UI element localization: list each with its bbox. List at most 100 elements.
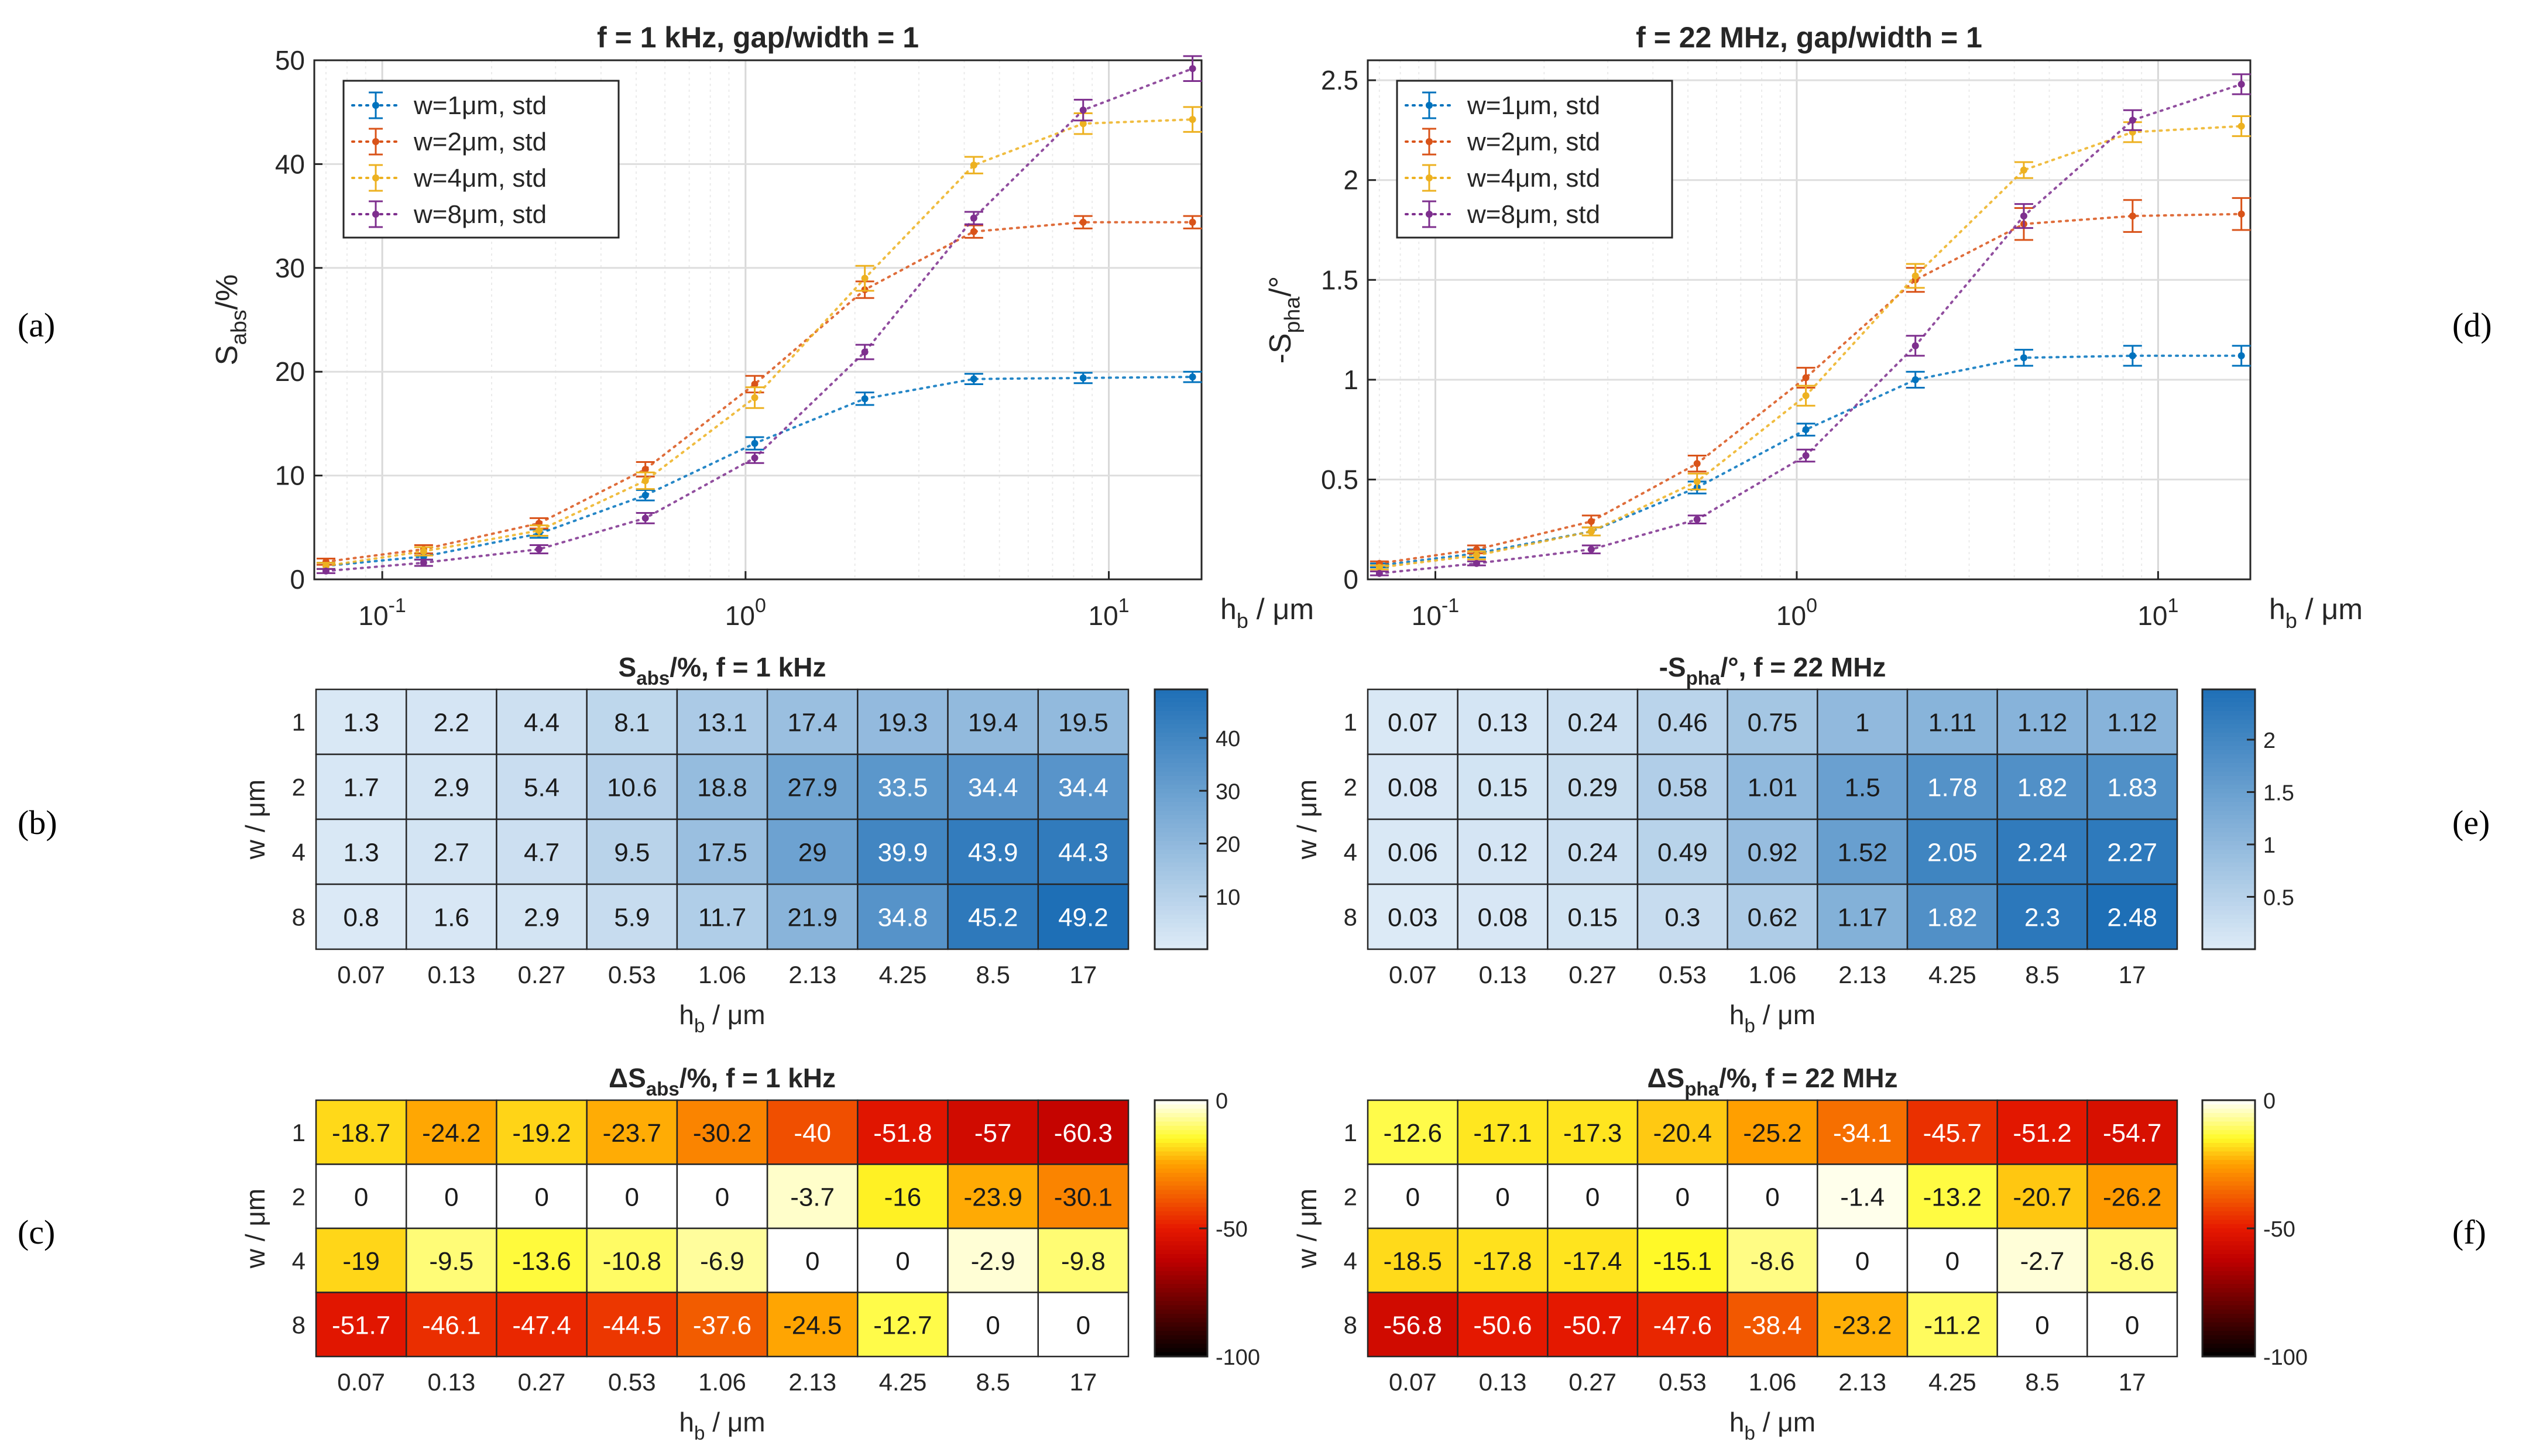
cell-label: -40	[794, 1119, 831, 1148]
colorbar-segment	[2202, 733, 2255, 737]
heatmap-cell	[2086, 818, 2178, 885]
heatmap-cell	[1037, 1292, 1130, 1358]
colorbar-segment	[2202, 1203, 2255, 1208]
colorbar-segment	[1155, 1339, 1207, 1344]
colorbar-segment	[1155, 875, 1207, 881]
cell-label: 19.4	[968, 709, 1018, 737]
colorbar-segment	[1155, 693, 1207, 699]
cell-label: 8.1	[614, 709, 650, 737]
legend-entry: w=1μm, std	[1467, 91, 1600, 120]
data-point	[970, 228, 977, 235]
colorbar-segment	[1155, 1117, 1207, 1122]
x-tick-label: 17	[1070, 961, 1097, 988]
heatmap-cell	[1906, 1099, 1998, 1165]
colorbar-segment	[2202, 815, 2255, 820]
heatmap-cell	[1037, 1099, 1130, 1165]
x-axis-label: hb / μm	[1220, 593, 1314, 633]
colorbar-segment	[2202, 1151, 2255, 1156]
colorbar-segment	[2202, 1279, 2255, 1285]
colorbar-segment	[2202, 1130, 2255, 1135]
colorbar-segment	[1155, 1112, 1207, 1118]
cell-label: 0	[895, 1247, 910, 1276]
colorbar-segment	[1155, 1224, 1207, 1229]
cell-label: 0.15	[1567, 904, 1618, 932]
colorbar-tick-label: 0	[2263, 1089, 2276, 1114]
colorbar-segment	[1155, 1283, 1207, 1289]
x-tick-label: 0.13	[427, 1368, 475, 1396]
x-tick-label: 8.5	[2025, 1368, 2059, 1396]
heatmap-cell	[496, 1227, 588, 1293]
line-chart-d: 0 0.5 1 1.5 2 2.5 10-1 100 101 f = 22 MHz, gap/wi…	[1264, 21, 2363, 633]
y-tick-label: 1	[1343, 365, 1358, 395]
legend-entry: w=1μm, std	[413, 91, 547, 120]
cell-label: -46.1	[422, 1311, 481, 1340]
colorbar-segment	[2202, 758, 2255, 764]
x-tick-label: 17	[1070, 1368, 1097, 1396]
colorbar-segment	[1155, 932, 1207, 937]
heatmap-cell	[1547, 1292, 1639, 1358]
data-point	[1587, 518, 1595, 526]
cell-label: -23.7	[603, 1119, 661, 1148]
colorbar-segment	[1155, 776, 1207, 781]
x-tick-label: 1.06	[698, 961, 746, 988]
colorbar-segment	[2202, 1296, 2255, 1302]
cell-label: 0	[1495, 1183, 1509, 1211]
colorbar-segment	[2202, 1305, 2255, 1310]
colorbar-segment	[2202, 706, 2255, 712]
cell-label: 0	[2035, 1311, 2049, 1340]
colorbar-segment	[2202, 901, 2255, 906]
cell-label: 0	[1585, 1183, 1600, 1211]
colorbar-segment	[2202, 1186, 2255, 1190]
colorbar-segment	[2202, 1104, 2255, 1110]
cell-label: 1.01	[1748, 774, 1798, 802]
heatmap-cell	[1996, 883, 2088, 950]
cell-label: 0	[534, 1183, 548, 1211]
y-tick-label: 4	[1344, 1247, 1357, 1275]
x-tick-label: 0.07	[1389, 961, 1437, 988]
x-axis-label: hb / μm	[679, 1000, 765, 1037]
colorbar-segment	[2202, 1108, 2255, 1114]
cell-label: -56.8	[1384, 1311, 1442, 1340]
heatmap-cell	[766, 753, 859, 820]
cell-label: -17.3	[1563, 1119, 1622, 1148]
legend-entry: w=8μm, std	[1467, 200, 1600, 229]
y-tick-label: 8	[292, 1311, 306, 1338]
colorbar-segment	[1155, 771, 1207, 777]
cell-label: -12.6	[1384, 1119, 1442, 1148]
data-point	[2129, 352, 2136, 359]
heatmap-cell	[766, 1227, 859, 1293]
colorbar-segment	[2202, 945, 2255, 950]
y-axis-label: w / μm	[1292, 1189, 1322, 1269]
colorbar-segment	[1155, 1335, 1207, 1340]
cell-label: 0.24	[1567, 709, 1618, 737]
colorbar-segment	[2202, 1190, 2255, 1195]
colorbar-frame	[1154, 688, 1209, 950]
y-tick-label: 2	[292, 1183, 306, 1210]
cell-label: -24.5	[783, 1311, 842, 1340]
colorbar-segment	[2202, 1155, 2255, 1160]
legend-marker	[372, 211, 379, 218]
heatmap-cell	[1547, 1227, 1639, 1293]
y-tick-label: 1	[1344, 1119, 1357, 1146]
colorbar-segment	[1155, 923, 1207, 928]
cell-label: 34.4	[968, 774, 1018, 802]
x-tick-label: 0.27	[518, 1368, 566, 1396]
colorbar-segment	[2202, 1164, 2255, 1169]
heatmap-cell	[1727, 883, 1818, 950]
colorbar-segment	[1155, 1181, 1207, 1186]
colorbar-segment	[1155, 793, 1207, 798]
colorbar-segment	[2202, 841, 2255, 846]
data-point	[1189, 373, 1196, 381]
colorbar-segment	[1155, 1279, 1207, 1285]
x-tick-label: 4.25	[1928, 961, 1976, 988]
colorbar-segment	[2202, 936, 2255, 941]
colorbar-tick-label: 1.5	[2263, 781, 2294, 805]
x-tick-label: 1.06	[1749, 1368, 1797, 1396]
colorbar-segment	[2202, 789, 2255, 794]
heatmap-cell	[1037, 818, 1130, 885]
colorbar-segment	[1155, 1220, 1207, 1225]
data-point	[1911, 272, 1919, 280]
cell-label: 0.06	[1388, 839, 1438, 867]
colorbar-segment	[2202, 711, 2255, 716]
